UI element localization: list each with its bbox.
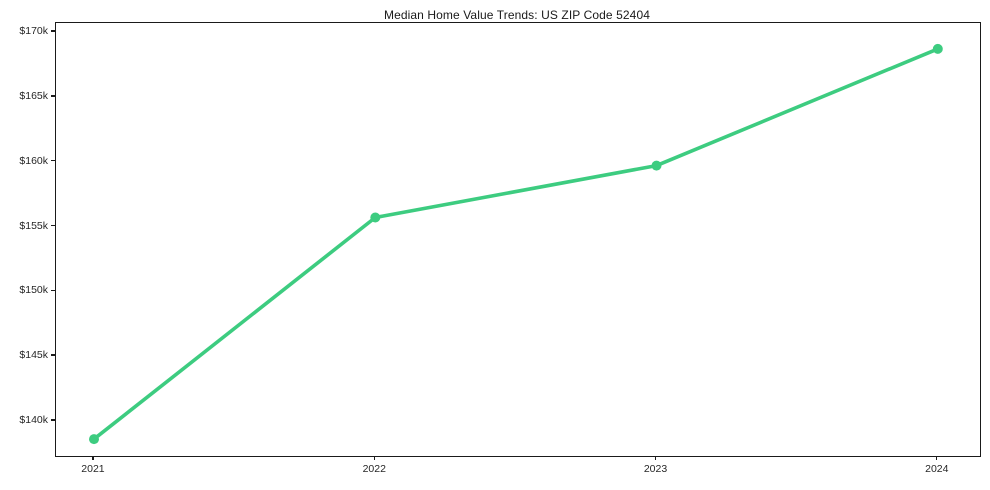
trend-line xyxy=(92,47,940,441)
y-tick-label: $145k xyxy=(19,349,48,362)
x-tick-mark xyxy=(654,456,657,461)
x-tick-label: 2024 xyxy=(925,463,949,475)
y-tick-label: $170k xyxy=(19,25,48,38)
x-tick-label: 2021 xyxy=(81,463,105,475)
y-tick-mark xyxy=(50,30,55,32)
line-series-canvas xyxy=(89,43,943,445)
y-tick-label: $160k xyxy=(19,154,48,167)
y-tick-label: $165k xyxy=(19,89,48,102)
plot-area xyxy=(55,22,981,457)
x-tick-mark xyxy=(92,456,94,461)
y-tick-label: $150k xyxy=(19,284,48,297)
data-point-marker xyxy=(89,434,99,445)
x-tick-label: 2023 xyxy=(643,463,668,475)
y-tick-mark xyxy=(50,160,55,162)
y-tick-mark xyxy=(50,289,55,292)
y-tick-label: $155k xyxy=(19,219,48,232)
data-point-marker xyxy=(651,160,662,171)
x-tick-mark xyxy=(936,456,938,461)
x-tick-mark xyxy=(373,456,375,461)
y-tick-mark xyxy=(50,354,55,356)
x-tick-label: 2022 xyxy=(362,463,386,475)
y-tick-mark xyxy=(50,224,55,227)
y-tick-mark xyxy=(50,419,55,421)
data-point-marker xyxy=(932,43,943,54)
y-tick-label: $140k xyxy=(19,413,48,426)
chart-title: Median Home Value Trends: US ZIP Code 52… xyxy=(383,8,650,22)
y-tick-mark xyxy=(50,95,55,97)
data-point-marker xyxy=(370,212,381,223)
